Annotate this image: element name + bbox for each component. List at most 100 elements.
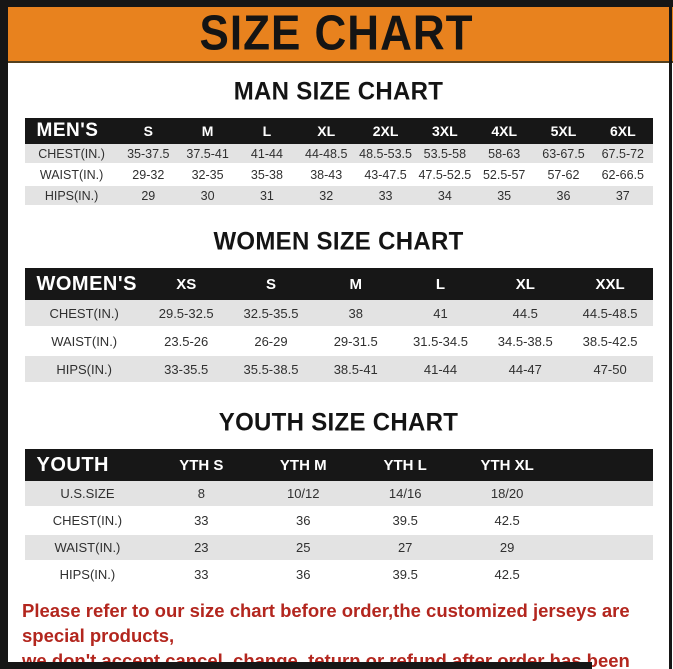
table-row: CHEST(IN.) 29.5-32.5 32.5-35.5 38 41 44.5 44.5… [24, 300, 653, 328]
table-group-label: YOUTH [24, 449, 151, 481]
size-value-cell: 36 [533, 186, 594, 207]
spacer-cell [558, 508, 653, 535]
size-column-header: 5XL [533, 118, 594, 144]
table-group-label: WOMEN'S [24, 268, 144, 300]
size-value-cell: 35-37.5 [118, 144, 178, 165]
measure-label: WAIST(IN.) [24, 328, 144, 356]
measure-label: HIPS(IN.) [24, 356, 144, 384]
size-value-cell: 33-35.5 [143, 356, 229, 384]
size-table: MEN'S S M L XL 2XL 3XL 4XL 5XL 6XL CHEST(IN.) 35-37… [24, 118, 653, 207]
size-value-cell: 32 [296, 186, 356, 207]
size-column-header: XL [296, 118, 356, 144]
measure-label: CHEST(IN.) [24, 300, 144, 328]
size-value-cell: 29 [456, 535, 559, 562]
size-value-cell: 25 [252, 535, 355, 562]
size-value-cell: 29 [118, 186, 178, 207]
left-frame-bar [0, 0, 8, 669]
page-title: SIZE CHART [199, 6, 474, 61]
table-header-row: MEN'S S M L XL 2XL 3XL 4XL 5XL 6XL [24, 118, 653, 144]
size-value-cell: 41-44 [237, 144, 297, 165]
measure-label: WAIST(IN.) [24, 165, 119, 186]
size-value-cell: 39.5 [354, 508, 457, 535]
table-row: WAIST(IN.) 23.5-26 26-29 29-31.5 31.5-34.5 34… [24, 328, 653, 356]
size-table: WOMEN'S XS S M L XL XXL CHEST(IN.) 29.5-32.5 32.5… [24, 268, 653, 384]
footer-note: Please refer to our size chart before or… [22, 598, 669, 669]
size-table: YOUTH YTH S YTH M YTH L YTH XL U.S.SIZE 8 10/12… [24, 449, 653, 589]
size-value-cell: 63-67.5 [533, 144, 594, 165]
youth-section-heading: YOUTH SIZE CHART [218, 408, 459, 437]
size-column-header: XL [482, 268, 568, 300]
size-value-cell: 26-29 [228, 328, 314, 356]
size-column-header: YTH M [252, 449, 355, 481]
size-value-cell: 27 [354, 535, 457, 562]
table-row: WAIST(IN.) 29-32 32-35 35-38 38-43 43-47.5 47.… [24, 165, 653, 186]
size-value-cell: 31.5-34.5 [398, 328, 483, 356]
size-column-header: 4XL [474, 118, 534, 144]
size-value-cell: 37 [593, 186, 653, 207]
table-row: HIPS(IN.) 33-35.5 35.5-38.5 38.5-41 41-44 44-… [24, 356, 653, 384]
measure-label: HIPS(IN.) [24, 562, 151, 589]
size-column-header: L [398, 268, 483, 300]
size-column-header: 3XL [415, 118, 475, 144]
size-column-header: XXL [567, 268, 653, 300]
women-size-table: WOMEN'S XS S M L XL XXL CHEST(IN.) 29.5-32.5 32.5… [24, 268, 653, 384]
size-value-cell: 32.5-35.5 [228, 300, 314, 328]
size-value-cell: 42.5 [456, 562, 559, 589]
size-value-cell: 53.5-58 [415, 144, 475, 165]
size-value-cell: 34.5-38.5 [482, 328, 568, 356]
size-value-cell: 33 [150, 562, 253, 589]
size-value-cell: 44.5-48.5 [567, 300, 653, 328]
size-value-cell: 38.5-42.5 [567, 328, 653, 356]
size-column-header: YTH L [354, 449, 457, 481]
youth-size-table: YOUTH YTH S YTH M YTH L YTH XL U.S.SIZE 8 10/12… [24, 449, 653, 589]
table-row: U.S.SIZE 8 10/12 14/16 18/20 [24, 481, 653, 508]
size-column-header: M [177, 118, 238, 144]
size-value-cell: 29.5-32.5 [143, 300, 229, 328]
size-value-cell: 36 [252, 508, 355, 535]
size-value-cell: 35.5-38.5 [228, 356, 314, 384]
spacer-cell [558, 481, 653, 508]
size-value-cell: 34 [415, 186, 475, 207]
size-value-cell: 41-44 [398, 356, 483, 384]
size-value-cell: 29-31.5 [313, 328, 399, 356]
size-value-cell: 44-48.5 [296, 144, 356, 165]
size-column-header: YTH S [150, 449, 253, 481]
size-column-header: S [118, 118, 178, 144]
size-value-cell: 67.5-72 [593, 144, 653, 165]
size-value-cell: 44.5 [482, 300, 568, 328]
content-area: MAN SIZE CHART MEN'S S M L XL 2XL 3XL 4XL 5XL 6XL… [8, 63, 669, 669]
size-value-cell: 57-62 [533, 165, 594, 186]
size-column-header: M [313, 268, 399, 300]
size-value-cell: 35 [474, 186, 534, 207]
table-row: WAIST(IN.) 23 25 27 29 [24, 535, 653, 562]
size-value-cell: 33 [150, 508, 253, 535]
size-value-cell: 38 [313, 300, 399, 328]
size-value-cell: 14/16 [354, 481, 457, 508]
footer-note-line-1: Please refer to our size chart before or… [22, 600, 630, 646]
measure-label: U.S.SIZE [24, 481, 151, 508]
size-value-cell: 30 [177, 186, 238, 207]
size-value-cell: 47.5-52.5 [415, 165, 475, 186]
size-value-cell: 32-35 [177, 165, 238, 186]
bottom-frame-bar [0, 662, 592, 669]
measure-label: CHEST(IN.) [24, 508, 151, 535]
measure-label: CHEST(IN.) [24, 144, 119, 165]
table-row: HIPS(IN.) 29 30 31 32 33 34 35 36 37 [24, 186, 653, 207]
size-value-cell: 38-43 [296, 165, 356, 186]
size-value-cell: 8 [150, 481, 253, 508]
men-section-heading: MAN SIZE CHART [233, 77, 444, 106]
measure-label: WAIST(IN.) [24, 535, 151, 562]
size-column-header: XS [143, 268, 229, 300]
table-group-label: MEN'S [24, 118, 119, 144]
size-value-cell: 18/20 [456, 481, 559, 508]
top-frame-bar [0, 0, 673, 7]
table-row: CHEST(IN.) 35-37.5 37.5-41 41-44 44-48.5 48.5… [24, 144, 653, 165]
size-value-cell: 10/12 [252, 481, 355, 508]
size-value-cell: 31 [237, 186, 297, 207]
size-value-cell: 23 [150, 535, 253, 562]
size-value-cell: 35-38 [237, 165, 297, 186]
size-value-cell: 44-47 [482, 356, 568, 384]
size-column-header: 6XL [593, 118, 653, 144]
size-value-cell: 37.5-41 [177, 144, 238, 165]
